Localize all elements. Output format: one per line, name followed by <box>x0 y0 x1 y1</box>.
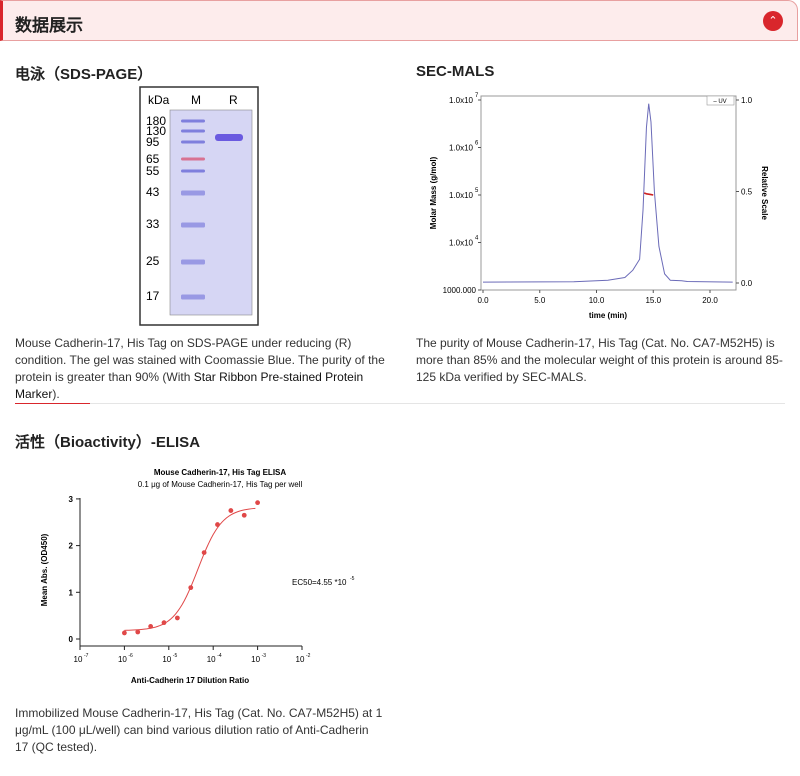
x-tick-exp: -5 <box>173 653 178 659</box>
x-tick-label: 5.0 <box>534 296 546 305</box>
y-tick-label: 3 <box>69 495 74 504</box>
y-tick-label: 1.0x10 <box>449 191 474 200</box>
marker-label: 65 <box>146 152 160 166</box>
sds-caption: Mouse Cadherin-17, His Tag on SDS-PAGE u… <box>15 336 385 401</box>
y-axis-label: Molar Mass (g/mol) <box>429 156 438 229</box>
x-tick-label: 10 <box>74 655 83 664</box>
sec-caption: The purity of Mouse Cadherin-17, His Tag… <box>416 336 783 384</box>
y-tick-label: 1 <box>69 588 74 597</box>
chart-subtitle: 0.1 μg of Mouse Cadherin-17, His Tag per… <box>138 480 303 489</box>
y-tick-label: 1.0x10 <box>449 239 474 248</box>
y2-axis-label: Relative Scale <box>760 166 769 220</box>
y-tick-exp: 5 <box>475 188 479 194</box>
elisa-title: 活性（Bioactivity）-ELISA <box>15 434 201 451</box>
lane-label-m: M <box>191 93 201 107</box>
marker-band <box>181 169 205 173</box>
lane-label-r: R <box>229 93 238 107</box>
y2-tick-label: 1.0 <box>741 96 753 105</box>
marker-band <box>181 294 205 300</box>
data-point <box>201 550 207 556</box>
marker-label: 130 <box>146 124 166 138</box>
uv-trace <box>482 103 733 283</box>
marker-band <box>181 140 205 144</box>
y-tick-label: 1.0x10 <box>449 96 474 105</box>
x-tick-exp: -2 <box>306 653 311 659</box>
molar-mass-trace <box>643 192 654 196</box>
chevron-up-icon[interactable]: ⌃ <box>763 11 783 31</box>
data-point <box>174 615 180 621</box>
y2-tick-label: 0.5 <box>741 188 753 197</box>
y-tick-label: 1.0x10 <box>449 144 474 153</box>
section-title: 数据展示 <box>15 16 83 35</box>
y-tick-exp: 7 <box>475 93 479 99</box>
data-point <box>241 512 247 518</box>
y-tick-label: 0 <box>69 635 74 644</box>
sds-page-title: 电泳（SDS-PAGE） <box>15 66 153 83</box>
marker-band <box>181 190 205 196</box>
x-axis-label: time (min) <box>589 311 628 320</box>
data-point <box>228 508 234 513</box>
marker-band <box>181 129 205 133</box>
elisa-caption: Immobilized Mouse Cadherin-17, His Tag (… <box>15 706 383 754</box>
data-point <box>215 522 220 527</box>
marker-link[interactable]: Star Ribbon Pre-stained Protein Marker <box>15 370 364 401</box>
marker-label: 17 <box>146 289 160 303</box>
data-point <box>122 630 127 636</box>
x-tick-label: 10 <box>296 655 305 664</box>
x-tick-exp: -7 <box>84 653 89 659</box>
x-tick-label: 10 <box>251 655 260 664</box>
x-axis-label: Anti-Cadherin 17 Dilution Ratio <box>131 676 249 685</box>
legend <box>706 95 735 106</box>
section-header: 数据展示 ⌃ <box>0 0 798 41</box>
x-tick-label: 10 <box>162 655 171 664</box>
y-axis-label: Mean Abs. (OD450) <box>40 533 49 606</box>
y-tick-exp: 6 <box>475 141 479 147</box>
ec50-exp: -5 <box>350 576 355 582</box>
marker-label: 95 <box>146 135 160 149</box>
x-tick-label: 10 <box>118 655 127 664</box>
x-tick-label: 10.0 <box>589 296 605 305</box>
fit-curve <box>124 507 256 631</box>
x-tick-label: 0.0 <box>477 296 489 305</box>
y-tick-label: 2 <box>69 542 74 551</box>
marker-band <box>181 259 205 265</box>
marker-band <box>181 222 205 228</box>
marker-band <box>181 157 205 161</box>
marker-label: 43 <box>146 185 160 199</box>
chart-title: Mouse Cadherin-17, His Tag ELISA <box>154 468 287 477</box>
legend-label: – UV <box>713 99 726 105</box>
marker-label: 180 <box>146 114 166 128</box>
plot-frame <box>480 95 737 291</box>
marker-label: 55 <box>146 164 160 178</box>
data-point <box>148 623 154 629</box>
y2-tick-label: 0.0 <box>741 279 753 288</box>
x-tick-label: 20.0 <box>702 296 718 305</box>
protein-band <box>215 134 243 141</box>
y-tick-label: 1000.000 <box>443 286 477 295</box>
kda-label: kDa <box>148 93 170 107</box>
x-tick-exp: -3 <box>262 653 267 659</box>
x-tick-exp: -6 <box>128 653 133 659</box>
x-tick-exp: -4 <box>217 653 222 659</box>
marker-label: 33 <box>146 217 160 231</box>
ec50-annotation: EC50=4.55 *10 <box>292 578 347 587</box>
marker-band <box>181 119 205 123</box>
marker-label: 25 <box>146 254 160 268</box>
data-point <box>161 620 167 626</box>
sec-mals-title: SEC-MALS <box>416 63 495 80</box>
data-point <box>255 500 260 506</box>
x-tick-label: 10 <box>207 655 216 664</box>
y-tick-exp: 4 <box>475 236 479 242</box>
x-tick-label: 15.0 <box>645 296 661 305</box>
divider <box>15 403 785 404</box>
data-point <box>135 629 141 635</box>
data-point <box>188 585 194 591</box>
